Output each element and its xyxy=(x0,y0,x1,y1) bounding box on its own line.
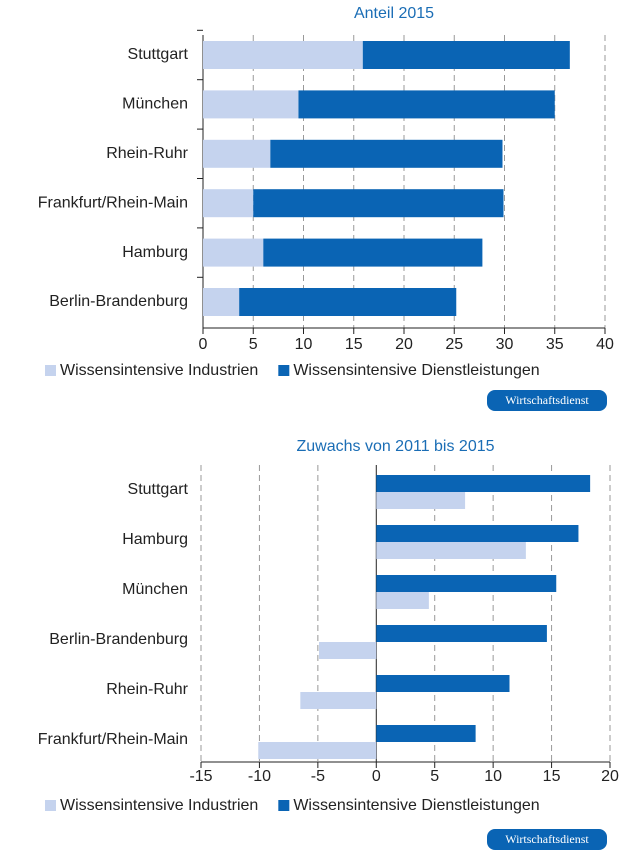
bar xyxy=(376,575,557,592)
badge-text: Wirtschaftsdienst xyxy=(505,832,589,846)
legend-label: Wissensintensive Dienstleistungen xyxy=(293,362,539,379)
category-label: München xyxy=(122,581,188,598)
chart-title: Zuwachs von 2011 bis 2015 xyxy=(296,438,494,455)
category-label: Rhein-Ruhr xyxy=(106,145,188,162)
bar xyxy=(376,625,547,642)
category-label: Stuttgart xyxy=(128,46,189,63)
legend-swatch xyxy=(278,800,290,811)
bar xyxy=(376,725,476,742)
badge: Wirtschaftsdienst xyxy=(487,390,607,411)
x-tick-label: 30 xyxy=(496,336,514,353)
bar xyxy=(203,90,299,119)
x-tick-label: 0 xyxy=(199,336,208,353)
category-label: Frankfurt/Rhein-Main xyxy=(38,731,188,748)
x-tick-label: 5 xyxy=(430,768,439,785)
bar xyxy=(376,525,579,542)
bar xyxy=(203,41,363,69)
category-label: Frankfurt/Rhein-Main xyxy=(38,194,188,211)
x-tick-label: 5 xyxy=(249,336,258,353)
legend-swatch xyxy=(45,365,56,376)
bar xyxy=(203,238,264,267)
legend-swatch xyxy=(45,800,56,811)
bar xyxy=(362,41,570,69)
x-tick-label: 10 xyxy=(295,336,313,353)
x-tick-label: 15 xyxy=(345,336,363,353)
bar xyxy=(253,189,504,218)
x-tick-label: -5 xyxy=(311,768,325,785)
badge-bg xyxy=(487,390,607,411)
bar xyxy=(376,542,526,559)
x-tick-label: 35 xyxy=(546,336,564,353)
x-tick-label: 10 xyxy=(484,768,502,785)
x-tick-label: 15 xyxy=(543,768,561,785)
bar xyxy=(263,238,483,267)
bar xyxy=(270,139,503,168)
bar xyxy=(239,288,457,316)
legend-label: Wissensintensive Industrien xyxy=(60,797,258,814)
category-label: Hamburg xyxy=(122,531,188,548)
bar xyxy=(298,90,555,119)
category-label: Rhein-Ruhr xyxy=(106,681,188,698)
bar xyxy=(203,189,254,218)
bar xyxy=(376,475,591,492)
legend-label: Wissensintensive Industrien xyxy=(60,362,258,379)
x-tick-label: 20 xyxy=(395,336,413,353)
badge: Wirtschaftsdienst xyxy=(487,829,607,850)
chart-title: Anteil 2015 xyxy=(354,5,434,22)
badge-text: Wirtschaftsdienst xyxy=(505,393,589,407)
category-label: München xyxy=(122,96,188,113)
x-tick-label: -15 xyxy=(189,768,212,785)
x-tick-label: 40 xyxy=(596,336,614,353)
bar xyxy=(319,642,377,659)
category-label: Berlin-Brandenburg xyxy=(49,631,188,648)
x-tick-label: 20 xyxy=(601,768,619,785)
category-label: Hamburg xyxy=(122,244,188,261)
category-label: Berlin-Brandenburg xyxy=(49,293,188,310)
legend-swatch xyxy=(278,365,290,376)
legend-label: Wissensintensive Dienstleistungen xyxy=(293,797,539,814)
x-tick-label: 0 xyxy=(372,768,381,785)
bar xyxy=(376,492,466,509)
x-tick-label: 25 xyxy=(445,336,463,353)
bar xyxy=(203,288,240,316)
bar xyxy=(258,742,377,759)
bar xyxy=(300,692,377,709)
bar xyxy=(376,592,429,609)
badge-bg xyxy=(487,829,607,850)
x-tick-label: -10 xyxy=(248,768,271,785)
bar xyxy=(376,675,510,692)
bar xyxy=(203,139,271,168)
category-label: Stuttgart xyxy=(128,481,189,498)
